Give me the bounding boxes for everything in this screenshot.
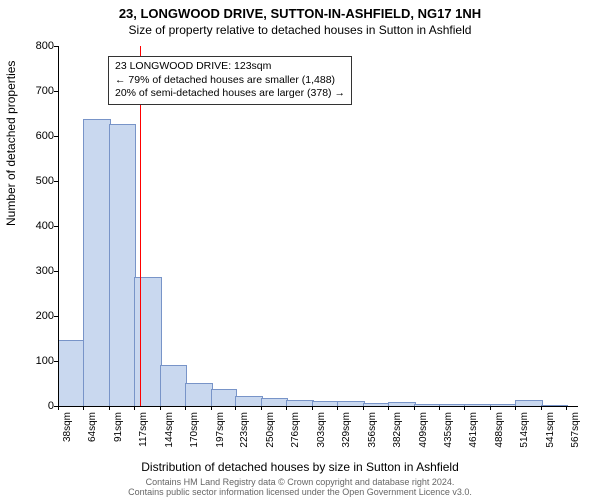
y-tick-label: 300 xyxy=(24,265,54,277)
histogram-bar xyxy=(58,340,85,406)
histogram-bar xyxy=(83,119,111,406)
x-tick-label: 514sqm xyxy=(519,412,530,448)
x-tick-label: 541sqm xyxy=(545,412,556,448)
x-tick-label: 144sqm xyxy=(164,412,175,448)
x-tick-label: 38sqm xyxy=(62,412,73,442)
y-tick-label: 600 xyxy=(24,130,54,142)
x-tick-label: 223sqm xyxy=(239,412,250,448)
footer-line1: Contains HM Land Registry data © Crown c… xyxy=(146,477,455,487)
histogram-bar xyxy=(185,383,213,406)
x-tick-label: 276sqm xyxy=(290,412,301,448)
annotation-line3: 20% of semi-detached houses are larger (… xyxy=(115,87,345,101)
y-tick-label: 700 xyxy=(24,85,54,97)
footer-line2: Contains public sector information licen… xyxy=(128,487,472,497)
x-tick-label: 382sqm xyxy=(392,412,403,448)
x-tick-label: 303sqm xyxy=(316,412,327,448)
x-tick-label: 170sqm xyxy=(189,412,200,448)
footer: Contains HM Land Registry data © Crown c… xyxy=(0,478,600,498)
y-tick-label: 500 xyxy=(24,175,54,187)
x-tick-label: 64sqm xyxy=(87,412,98,442)
x-tick-label: 197sqm xyxy=(215,412,226,448)
y-tick-label: 800 xyxy=(24,40,54,52)
x-tick-label: 356sqm xyxy=(367,412,378,448)
histogram-bar xyxy=(109,124,136,406)
annotation-box: 23 LONGWOOD DRIVE: 123sqm ← 79% of detac… xyxy=(108,56,352,105)
histogram-bar xyxy=(211,389,238,406)
chart-container: 23, LONGWOOD DRIVE, SUTTON-IN-ASHFIELD, … xyxy=(0,0,600,500)
y-tick-label: 200 xyxy=(24,310,54,322)
x-tick-label: 461sqm xyxy=(468,412,479,448)
y-axis-line xyxy=(58,46,59,406)
y-tick-label: 0 xyxy=(24,400,54,412)
histogram-bar xyxy=(235,396,263,406)
histogram-bar xyxy=(261,398,288,406)
plot-area: 010020030040050060070080038sqm64sqm91sqm… xyxy=(58,46,578,406)
x-tick-label: 250sqm xyxy=(265,412,276,448)
x-tick-label: 117sqm xyxy=(138,412,149,447)
histogram-bar xyxy=(134,277,162,406)
histogram-bar xyxy=(160,365,187,407)
x-tick-label: 329sqm xyxy=(341,412,352,448)
y-tick-label: 100 xyxy=(24,355,54,367)
x-tick-label: 567sqm xyxy=(570,412,581,448)
x-axis-line xyxy=(58,406,578,407)
x-tick-label: 488sqm xyxy=(494,412,505,448)
x-tick-label: 91sqm xyxy=(113,412,124,442)
x-tick-label: 409sqm xyxy=(418,412,429,448)
chart-title: 23, LONGWOOD DRIVE, SUTTON-IN-ASHFIELD, … xyxy=(0,0,600,21)
chart-subtitle: Size of property relative to detached ho… xyxy=(0,21,600,37)
annotation-line2: ← 79% of detached houses are smaller (1,… xyxy=(115,74,345,88)
x-axis-label: Distribution of detached houses by size … xyxy=(0,460,600,474)
x-tick-label: 435sqm xyxy=(443,412,454,448)
y-axis-label: Number of detached properties xyxy=(4,61,18,226)
annotation-line1: 23 LONGWOOD DRIVE: 123sqm xyxy=(115,60,345,74)
y-tick-label: 400 xyxy=(24,220,54,232)
